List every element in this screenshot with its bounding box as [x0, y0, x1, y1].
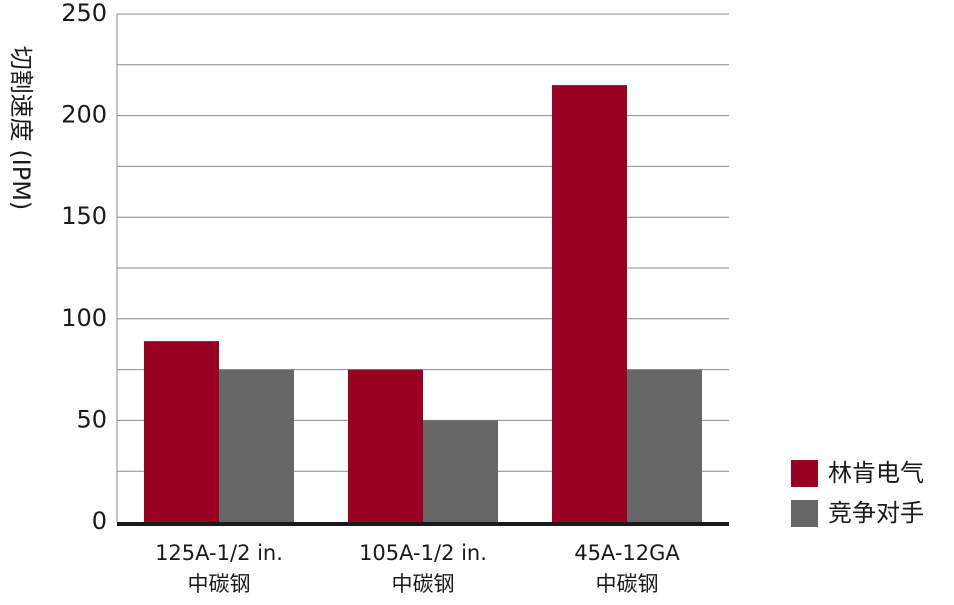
bars — [144, 85, 702, 523]
bar — [144, 341, 219, 522]
legend-swatch — [791, 500, 818, 527]
y-tick-label: 50 — [76, 405, 107, 433]
bar — [219, 369, 294, 522]
bar — [423, 420, 498, 522]
category-labels: 125A-1/2 in. 中碳钢 105A-1/2 in. 中碳钢 45A-12GA 中碳… — [155, 541, 680, 596]
y-axis-label: 切割速度 (IPM) — [7, 46, 35, 211]
legend-swatch — [791, 460, 818, 487]
bar — [552, 85, 627, 523]
y-tick-label: 0 — [92, 507, 107, 535]
y-tick-labels: 0 50 100 150 200 250 — [61, 0, 107, 535]
y-tick-label: 100 — [61, 304, 107, 332]
bar — [627, 369, 702, 522]
category-label: 中碳钢 — [596, 572, 659, 596]
category-label: 中碳钢 — [392, 572, 455, 596]
y-tick-label: 250 — [61, 0, 107, 27]
y-tick-label: 150 — [61, 202, 107, 230]
bar — [348, 369, 423, 522]
y-tick-label: 200 — [61, 101, 107, 129]
legend-label: 竞争对手 — [828, 499, 924, 527]
legend-label: 林肯电气 — [828, 459, 924, 487]
category-label: 105A-1/2 in. — [359, 541, 487, 565]
category-label: 中碳钢 — [188, 572, 251, 596]
category-label: 125A-1/2 in. — [155, 541, 283, 565]
category-label: 45A-12GA — [574, 541, 680, 565]
